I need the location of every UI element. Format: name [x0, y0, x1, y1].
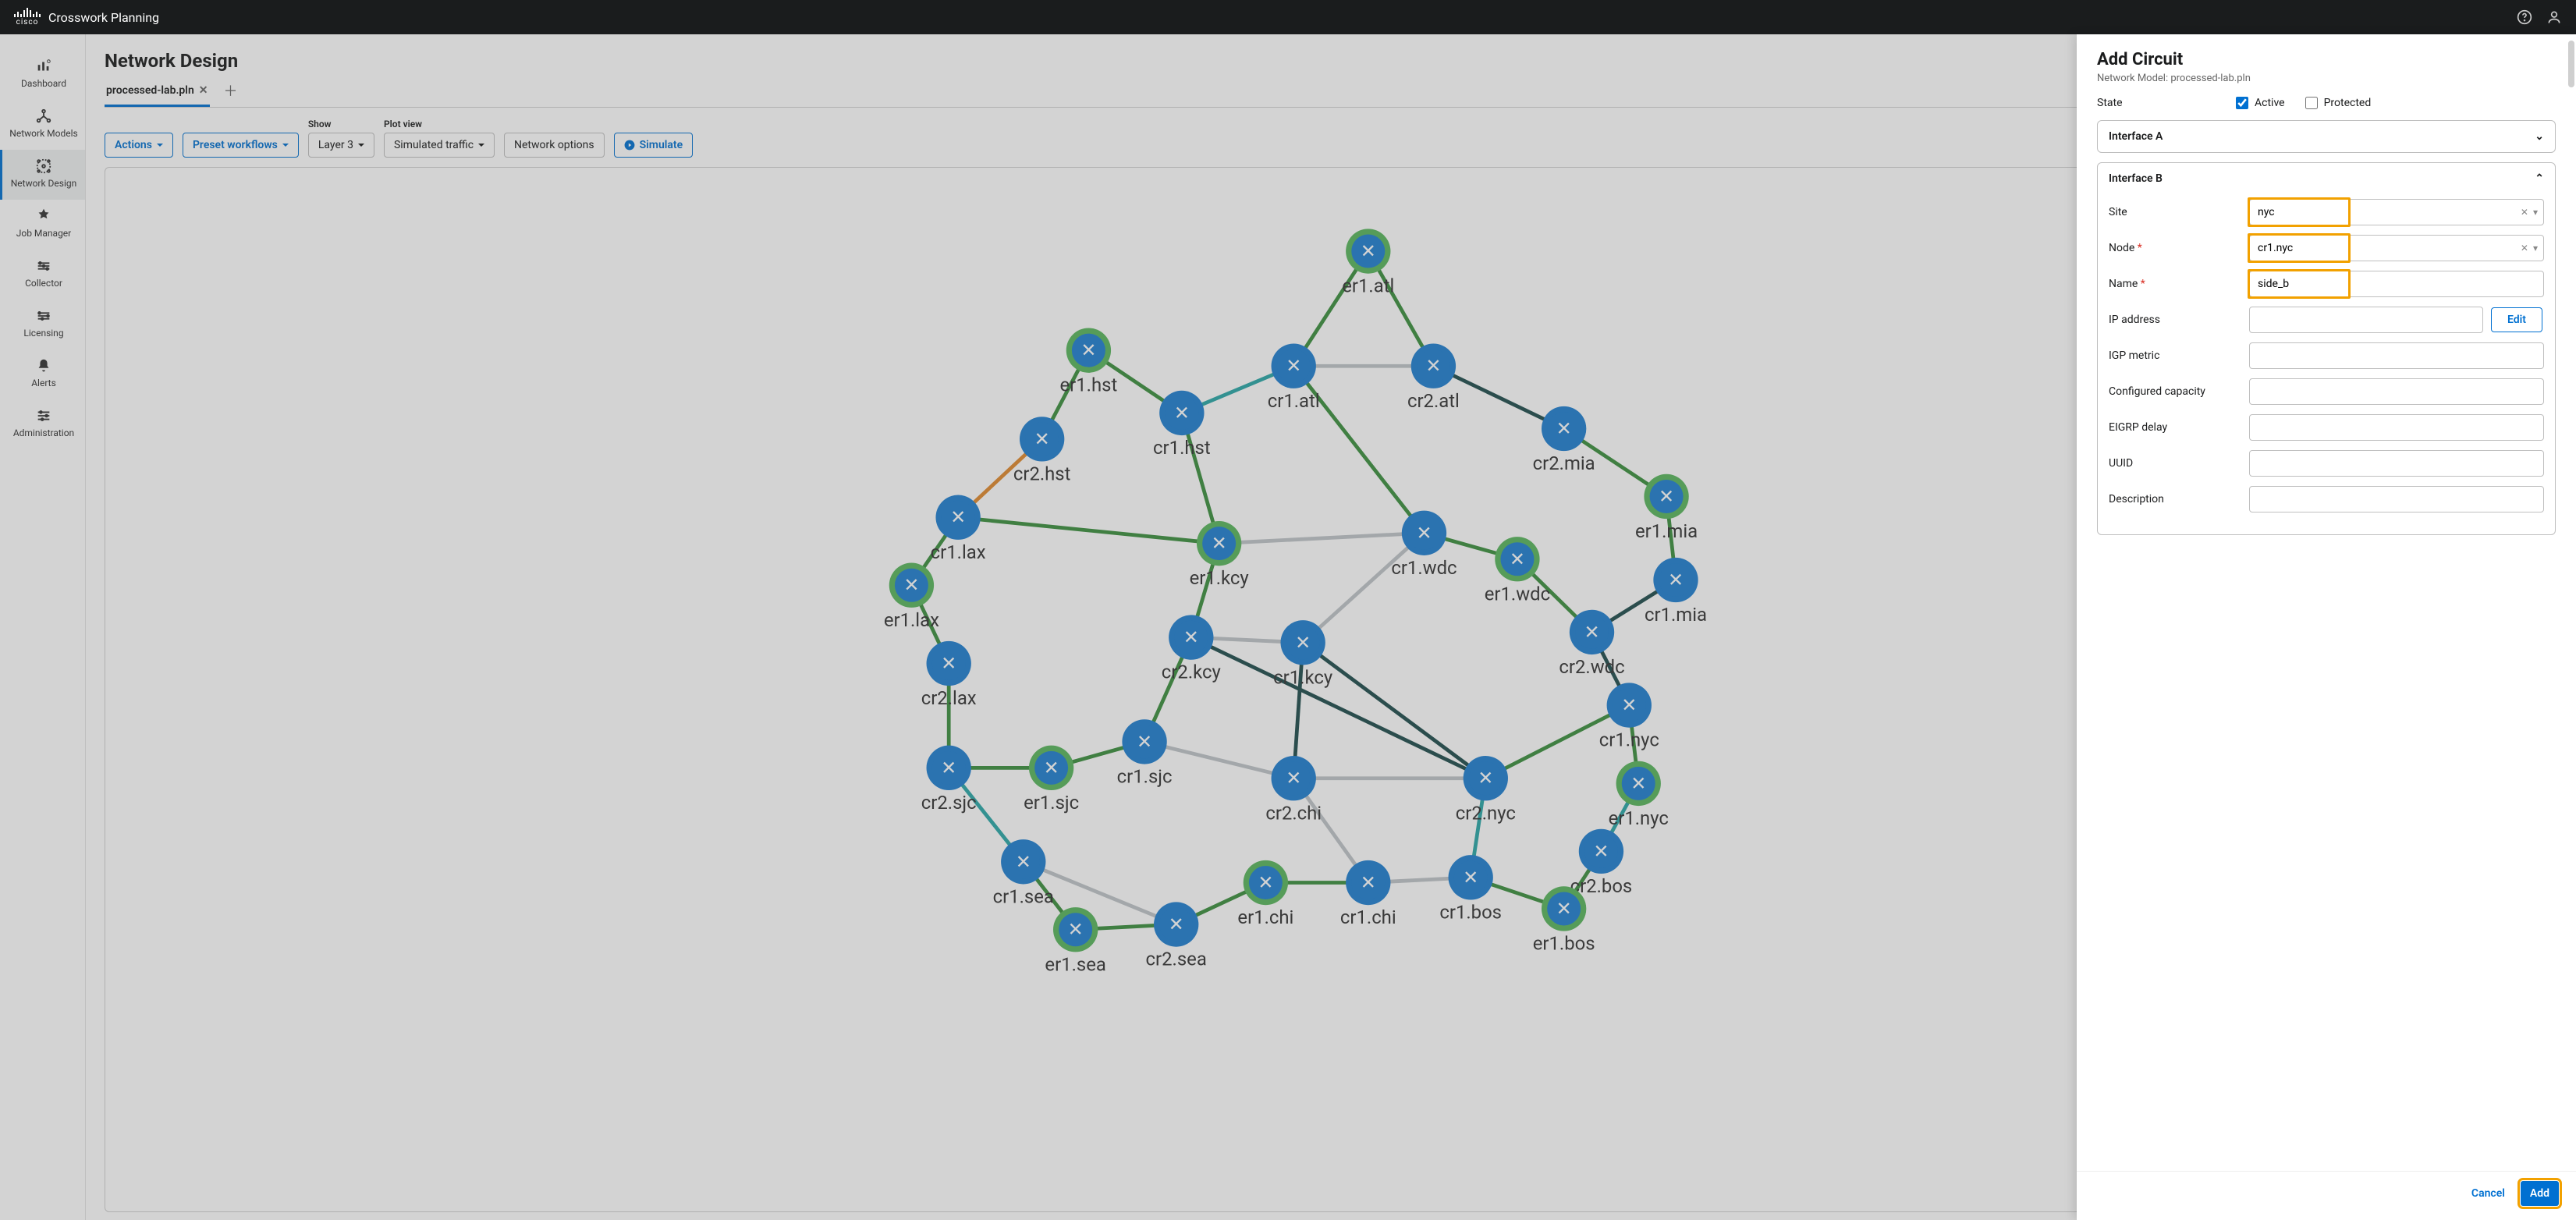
user-icon[interactable] — [2546, 9, 2562, 25]
site-label: Site — [2109, 206, 2241, 218]
cisco-logo: cisco — [14, 8, 41, 27]
topbar-right — [2517, 9, 2562, 25]
uuid-label: UUID — [2109, 457, 2241, 470]
state-label: State — [2097, 97, 2230, 109]
interface-a-header[interactable]: Interface A ⌄ — [2098, 121, 2555, 152]
capacity-input[interactable] — [2249, 378, 2544, 405]
chevron-down-icon: ⌄ — [2535, 130, 2544, 143]
protected-checkbox[interactable] — [2305, 97, 2318, 109]
state-row: State Active Protected — [2097, 97, 2556, 109]
name-input[interactable] — [2249, 271, 2544, 297]
igp-input[interactable] — [2249, 342, 2544, 369]
add-button[interactable]: Add — [2521, 1181, 2559, 1206]
eigrp-input[interactable] — [2249, 414, 2544, 441]
name-label: Name — [2109, 278, 2241, 290]
description-input[interactable] — [2249, 486, 2544, 512]
drawer-subtitle: Network Model: processed-lab.pln — [2097, 73, 2556, 84]
active-label: Active — [2255, 97, 2285, 109]
edit-button[interactable]: Edit — [2491, 307, 2542, 332]
modal-overlay[interactable] — [0, 34, 2077, 1220]
protected-label: Protected — [2324, 97, 2372, 109]
drawer-scrollbar[interactable] — [2568, 41, 2574, 87]
interface-b-accordion: Interface B ⌃ Site ✕ ▾ Node — [2097, 162, 2556, 535]
ip-input[interactable] — [2249, 307, 2483, 333]
help-icon[interactable] — [2517, 9, 2532, 25]
chevron-up-icon: ⌃ — [2535, 172, 2544, 185]
chevron-down-icon[interactable]: ▾ — [2533, 207, 2538, 218]
top-bar: cisco Crosswork Planning — [0, 0, 2576, 34]
ip-label: IP address — [2109, 314, 2241, 326]
clear-icon[interactable]: ✕ — [2521, 207, 2528, 218]
interface-b-header[interactable]: Interface B ⌃ — [2098, 163, 2555, 194]
description-label: Description — [2109, 493, 2241, 505]
topbar-left: cisco Crosswork Planning — [14, 8, 159, 27]
uuid-input[interactable] — [2249, 450, 2544, 477]
active-checkbox[interactable] — [2236, 97, 2248, 109]
drawer-footer: Cancel Add — [2077, 1171, 2576, 1220]
cancel-button[interactable]: Cancel — [2467, 1181, 2510, 1206]
site-select[interactable] — [2249, 199, 2544, 225]
igp-label: IGP metric — [2109, 349, 2241, 362]
app-title: Crosswork Planning — [48, 10, 159, 25]
node-select[interactable] — [2249, 235, 2544, 261]
clear-icon[interactable]: ✕ — [2521, 243, 2528, 254]
capacity-label: Configured capacity — [2109, 385, 2241, 398]
drawer-title: Add Circuit — [2097, 50, 2556, 69]
interface-a-accordion: Interface A ⌄ — [2097, 120, 2556, 153]
eigrp-label: EIGRP delay — [2109, 421, 2241, 434]
node-label: Node — [2109, 242, 2241, 254]
add-circuit-drawer: Add Circuit Network Model: processed-lab… — [2077, 34, 2576, 1220]
chevron-down-icon[interactable]: ▾ — [2533, 243, 2538, 254]
